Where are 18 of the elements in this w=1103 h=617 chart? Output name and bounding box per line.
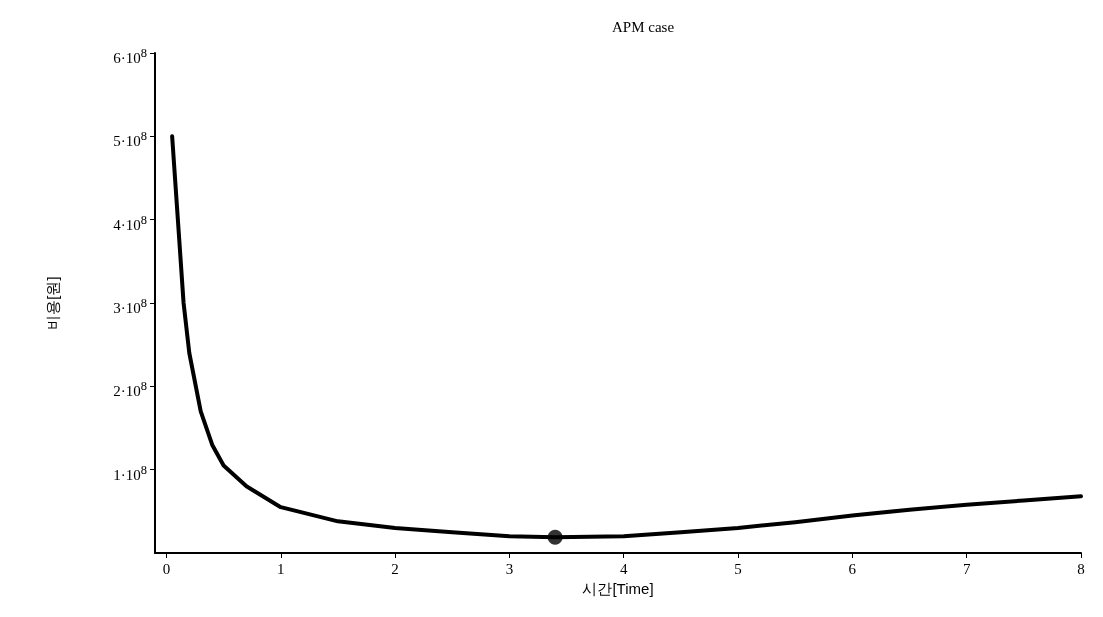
x-tick-label: 2 — [391, 560, 399, 577]
y-tick-label: 6·10$^{8}$ — [113, 45, 147, 67]
y-tick-label: 4·10$^{8}$ — [113, 211, 147, 234]
chart-title: APM case — [611, 18, 675, 35]
y-tick-label: 3·10$^{8}$ — [113, 295, 147, 317]
x-tick-label: 0 — [162, 560, 171, 577]
y-tick-label: 1·10$^{8}$ — [113, 461, 147, 484]
y-axis-title: 비용[원] — [44, 276, 61, 330]
x-tick-label: 7 — [962, 560, 971, 577]
x-tick-label: 6 — [848, 560, 857, 577]
x-axis-title: 시간[Time] — [582, 580, 654, 597]
y-tick-label: 5·10$^{8}$ — [113, 128, 147, 151]
x-tick-label: 8 — [1077, 560, 1085, 577]
x-tick-label: 3 — [505, 560, 514, 577]
x-tick-label: 1 — [277, 560, 285, 577]
x-tick-label: 4 — [619, 560, 628, 577]
y-tick-label: 2·10$^{8}$ — [113, 378, 147, 401]
x-tick-label: 5 — [734, 560, 742, 577]
